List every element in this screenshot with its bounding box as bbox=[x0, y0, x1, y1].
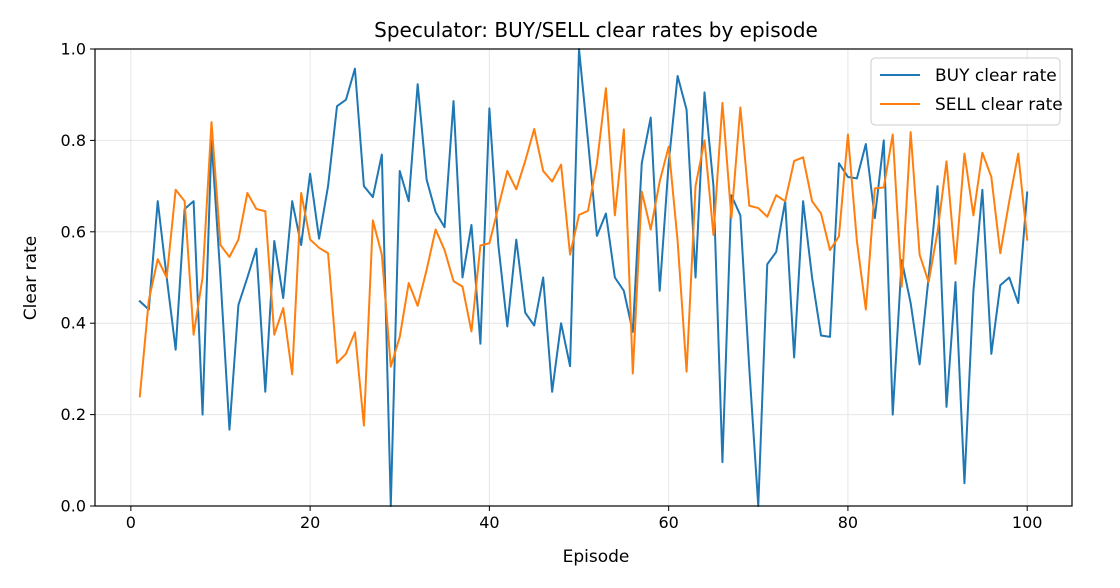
chart-title: Speculator: BUY/SELL clear rates by epis… bbox=[374, 18, 818, 42]
x-tick-label: 20 bbox=[300, 513, 320, 532]
legend-label: BUY clear rate bbox=[935, 66, 1057, 86]
y-tick-label: 0.4 bbox=[61, 314, 86, 333]
legend: BUY clear rate SELL clear rate bbox=[870, 57, 1063, 126]
buy-clear-rate-line bbox=[138, 48, 1029, 507]
legend-label: SELL clear rate bbox=[935, 95, 1063, 115]
x-tick-label: 0 bbox=[126, 513, 136, 532]
y-tick-label: 0.6 bbox=[61, 222, 86, 241]
plot-frame bbox=[94, 48, 1073, 507]
y-axis-ticks: 0.0 0.2 0.4 0.6 0.8 1.0 bbox=[61, 40, 95, 516]
x-tick-label: 100 bbox=[1012, 513, 1043, 532]
series-lines bbox=[138, 48, 1029, 507]
y-tick-label: 0.0 bbox=[61, 497, 86, 516]
x-tick-label: 80 bbox=[838, 513, 858, 532]
x-tick-label: 40 bbox=[479, 513, 499, 532]
sell-clear-rate-line bbox=[138, 87, 1029, 427]
y-tick-label: 0.2 bbox=[61, 405, 86, 424]
y-tick-label: 0.8 bbox=[61, 131, 86, 150]
x-tick-label: 60 bbox=[658, 513, 678, 532]
x-axis-ticks: 0 20 40 60 80 100 bbox=[126, 506, 1043, 532]
y-axis-label: Clear rate bbox=[21, 236, 41, 320]
x-axis-label: Episode bbox=[563, 547, 630, 567]
y-tick-label: 1.0 bbox=[61, 40, 86, 59]
